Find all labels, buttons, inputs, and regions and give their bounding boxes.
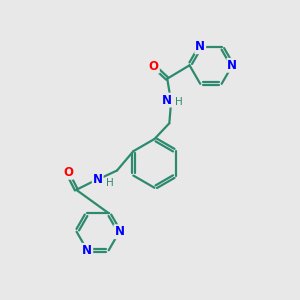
Text: O: O — [149, 60, 159, 73]
Text: N: N — [195, 40, 205, 53]
Text: N: N — [82, 244, 92, 257]
Text: N: N — [227, 59, 237, 72]
Text: H: H — [175, 98, 183, 107]
Text: N: N — [114, 225, 124, 238]
Text: H: H — [106, 178, 114, 188]
Text: N: N — [93, 173, 103, 186]
Text: O: O — [63, 166, 73, 179]
Text: N: N — [162, 94, 172, 106]
